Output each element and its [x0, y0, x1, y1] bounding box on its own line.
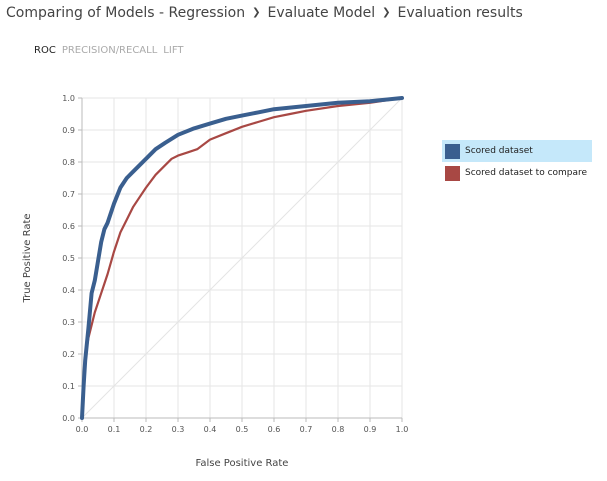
x-tick-label: 1.0: [396, 425, 409, 434]
breadcrumb-item-current: Evaluation results: [397, 5, 523, 21]
diagonal-reference-line: [81, 97, 403, 419]
x-tick-label: 0.9: [364, 425, 377, 434]
legend-item-scored-dataset-to-compare[interactable]: Scored dataset to compare: [442, 162, 592, 184]
y-tick-label: 0.1: [62, 382, 75, 391]
legend-label: Scored dataset to compare: [465, 168, 588, 178]
x-tick-label: 0.3: [172, 425, 185, 434]
chart-series: [80, 96, 404, 420]
series-line-scored-dataset-to-compare: [80, 96, 404, 420]
y-tick-label: 0.9: [62, 126, 75, 135]
x-tick-label: 0.6: [268, 425, 281, 434]
y-tick-label: 1.0: [62, 94, 75, 103]
legend-swatch: [445, 143, 460, 159]
breadcrumb: Comparing of Models - Regression ❯ Evalu…: [6, 5, 523, 21]
tab-lift[interactable]: LIFT: [163, 45, 184, 56]
x-tick-label: 0.2: [140, 425, 153, 434]
chart-axes: 0.0 0.1 0.2 0.3 0.4 0.5 0.6 0.7 0.8 0.9 1.0 0.0 0.1 0…: [62, 94, 408, 434]
tab-roc[interactable]: ROC: [34, 45, 56, 56]
x-tick-label: 0.8: [332, 425, 345, 434]
x-tick-label: 0.7: [300, 425, 313, 434]
x-tick-label: 0.4: [204, 425, 217, 434]
y-axis-title: True Positive Rate: [22, 213, 33, 303]
legend-item-scored-dataset[interactable]: Scored dataset: [442, 140, 592, 162]
chart-grid: [81, 97, 403, 419]
x-tick-label: 0.1: [108, 425, 121, 434]
series-line-scored-dataset: [80, 96, 404, 420]
x-tick-label: 0.0: [76, 425, 89, 434]
breadcrumb-item-module[interactable]: Evaluate Model: [267, 5, 376, 21]
y-tick-label: 0.2: [62, 350, 75, 359]
chevron-right-icon: ❯: [382, 6, 391, 18]
x-axis-title: False Positive Rate: [196, 458, 289, 469]
metric-tabs: ROC PRECISION/RECALL LIFT: [34, 45, 184, 56]
legend-label: Scored dataset: [465, 146, 533, 156]
y-tick-label: 0.0: [62, 414, 75, 423]
tab-precision-recall[interactable]: PRECISION/RECALL: [61, 45, 158, 56]
y-tick-label: 0.6: [62, 222, 75, 231]
x-tick-label: 0.5: [236, 425, 249, 434]
y-tick-label: 0.7: [62, 190, 75, 199]
chart-legend: Scored dataset Scored dataset to compare: [442, 140, 592, 184]
y-tick-label: 0.5: [62, 254, 75, 263]
y-tick-label: 0.8: [62, 158, 75, 167]
y-tick-label: 0.4: [62, 286, 75, 295]
y-tick-label: 0.3: [62, 318, 75, 327]
breadcrumb-item-experiment[interactable]: Comparing of Models - Regression: [6, 5, 246, 21]
chevron-right-icon: ❯: [252, 6, 261, 18]
legend-swatch: [445, 165, 460, 181]
